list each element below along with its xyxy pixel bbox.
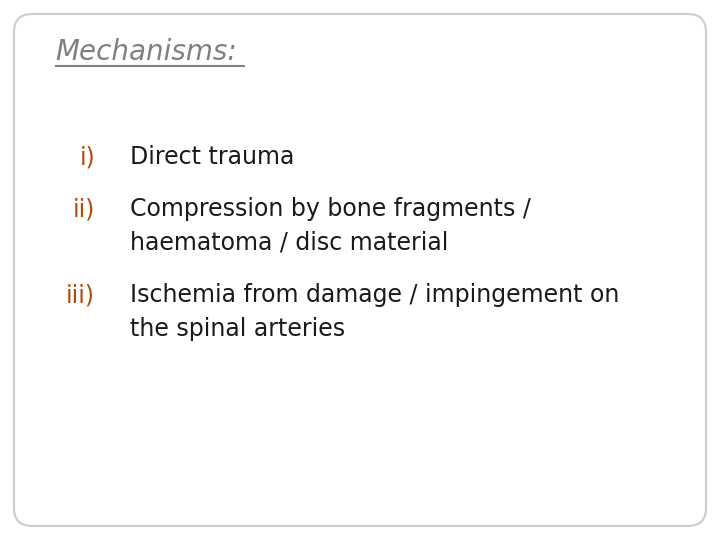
Text: ii): ii) [73,197,95,221]
Text: Direct trauma: Direct trauma [130,145,294,169]
Text: the spinal arteries: the spinal arteries [130,317,345,341]
Text: i): i) [79,145,95,169]
Text: iii): iii) [66,283,95,307]
FancyBboxPatch shape [14,14,706,526]
Text: Ischemia from damage / impingement on: Ischemia from damage / impingement on [130,283,619,307]
Text: Mechanisms:: Mechanisms: [55,38,237,66]
Text: Compression by bone fragments /: Compression by bone fragments / [130,197,531,221]
Text: haematoma / disc material: haematoma / disc material [130,231,449,255]
